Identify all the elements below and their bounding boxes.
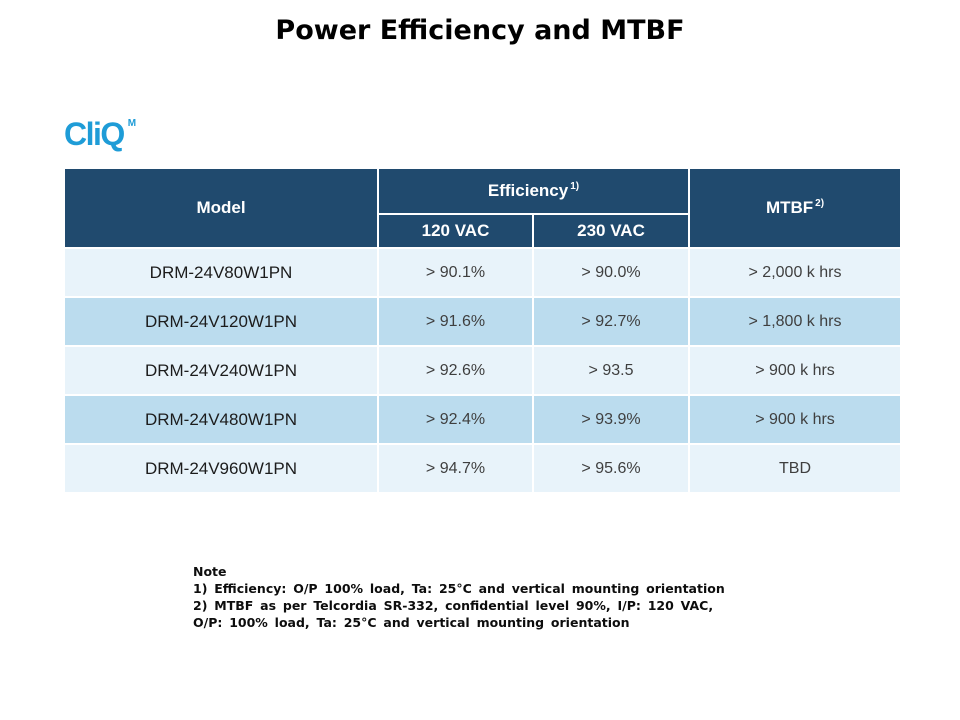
model-cell: DRM-24V240W1PN [63,345,379,396]
note-line: 1) Efficiency: O/P 100% load, Ta: 25°C a… [193,581,725,596]
header-efficiency-label: Efficiency [487,181,569,200]
table-row: DRM-24V120W1PN > 91.6% > 92.7% > 1,800 k… [63,296,902,347]
header-230vac: 230 VAC [532,213,690,249]
eff-120-cell: > 92.4% [377,394,534,445]
notes-block: Note 1) Efficiency: O/P 100% load, Ta: 2… [193,563,773,631]
header-mtbf-label: MTBF [765,198,814,217]
model-cell: DRM-24V960W1PN [63,443,379,494]
table-row: DRM-24V80W1PN > 90.1% > 90.0% > 2,000 k … [63,247,902,298]
model-cell: DRM-24V480W1PN [63,394,379,445]
table-row: DRM-24V480W1PN > 92.4% > 93.9% > 900 k h… [63,394,902,445]
mtbf-cell: > 2,000 k hrs [688,247,902,298]
mtbf-cell: > 1,800 k hrs [688,296,902,347]
cliq-logo-text: CliQ [64,116,125,152]
model-cell: DRM-24V80W1PN [63,247,379,298]
notes-heading: Note [193,564,227,579]
cliq-logo: CliQ M [64,116,136,152]
header-120vac: 120 VAC [377,213,534,249]
cliq-logo-mark: M [127,118,137,129]
note-line: O/P: 100% load, Ta: 25°C and vertical mo… [193,615,630,630]
model-cell: DRM-24V120W1PN [63,296,379,347]
eff-230-cell: > 93.5 [532,345,690,396]
spec-table: Model Efficiency 1) MTBF 2) 120 VAC 230 VA… [63,167,902,494]
header-row-top: Model Efficiency 1) MTBF 2) [63,167,902,249]
mtbf-cell: > 900 k hrs [688,394,902,445]
header-model: Model [63,167,379,249]
eff-120-cell: > 91.6% [377,296,534,347]
efficiency-note-ref: 1) [570,181,580,193]
table-row: DRM-24V960W1PN > 94.7% > 95.6% TBD [63,443,902,494]
eff-230-cell: > 90.0% [532,247,690,298]
table-row: DRM-24V240W1PN > 92.6% > 93.5 > 900 k hr… [63,345,902,396]
mtbf-note-ref: 2) [815,198,825,210]
header-row-sub: 120 VAC 230 VAC [64,213,901,249]
header-efficiency: Efficiency 1) [377,167,690,215]
eff-230-cell: > 95.6% [532,443,690,494]
mtbf-cell: > 900 k hrs [688,345,902,396]
page-title: Power Efficiency and MTBF [275,15,685,46]
header-mtbf: MTBF 2) [688,167,902,249]
eff-120-cell: > 90.1% [377,247,534,298]
eff-120-cell: > 92.6% [377,345,534,396]
note-line: 2) MTBF as per Telcordia SR-332, confide… [193,598,714,613]
mtbf-cell: TBD [688,443,902,494]
eff-120-cell: > 94.7% [377,443,534,494]
eff-230-cell: > 93.9% [532,394,690,445]
eff-230-cell: > 92.7% [532,296,690,347]
